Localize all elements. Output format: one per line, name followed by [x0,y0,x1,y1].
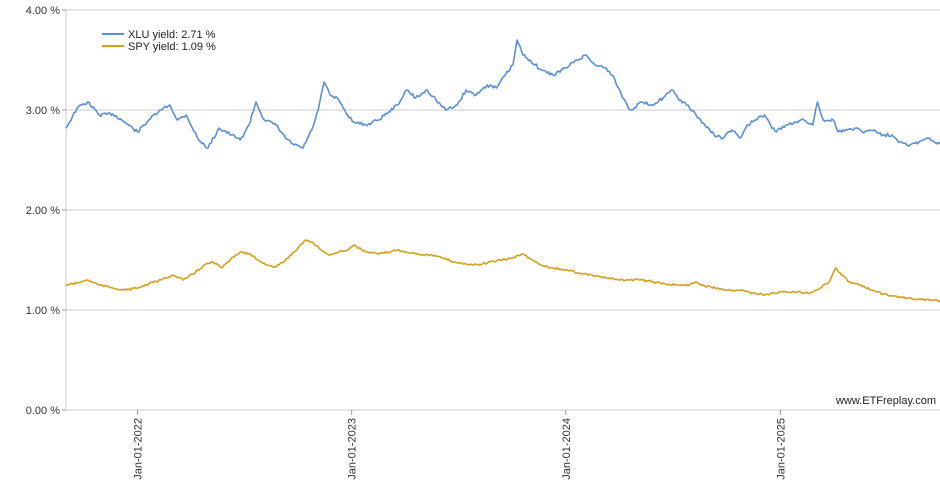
x-tick-label: Jan-01-2025 [775,418,787,480]
y-tick-label: 2.00 % [26,205,60,217]
x-tick-labels: Jan-01-2022 Jan-01-2023 Jan-01-2024 Jan-01-… [133,410,787,480]
watermark-text: www.ETFreplay.com [835,395,936,407]
y-tick-label: 1.00 % [26,305,60,317]
legend: XLU yield: 2.71 % SPY yield: 1.09 % [102,29,216,53]
grid-lines [66,9,940,311]
x-tick-label: Jan-01-2022 [133,418,145,480]
series-line-spy [65,239,940,303]
legend-label-spy: SPY yield: 1.09 % [128,41,216,53]
legend-label-xlu: XLU yield: 2.71 % [128,29,216,41]
y-tick-label: 0.00 % [26,405,60,417]
series-line-xlu [65,39,940,149]
y-tick-label: 3.00 % [26,105,60,117]
y-tick-label: 4.00 % [26,5,60,17]
x-tick-label: Jan-01-2024 [561,418,573,480]
x-tick-label: Jan-01-2023 [347,418,359,480]
series-lines [65,39,940,303]
y-tick-labels: 0.00 % 1.00 % 2.00 % 3.00 % 4.00 % [26,5,66,417]
